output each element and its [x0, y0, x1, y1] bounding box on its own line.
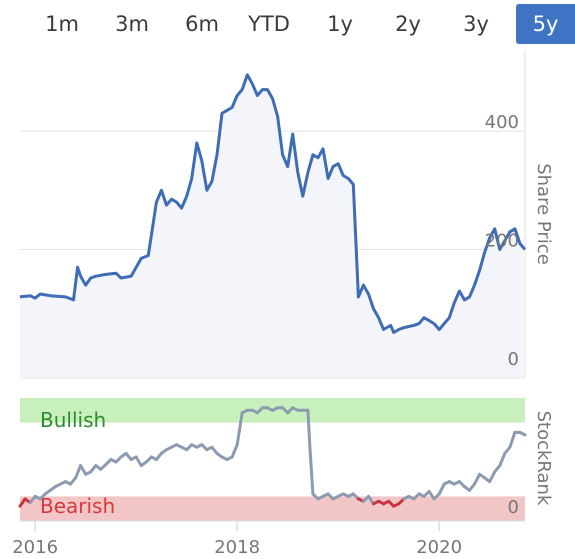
stockrank-segment [79, 464, 88, 476]
tab-6m[interactable]: 6m [185, 12, 219, 36]
price-area [20, 74, 525, 379]
price-y-tick-label: 0 [508, 349, 519, 370]
stockrank-segment [473, 472, 482, 486]
x-tick-label: 2016 [12, 537, 58, 558]
price-panel: 0 200 400 Share Price [19, 50, 554, 379]
stockrank-y-ticks: 0 [508, 497, 519, 518]
bearish-band [20, 496, 525, 521]
time-range-tabs: 1m 3m 6m YTD 1y 2y 3y 5y [0, 0, 575, 46]
tab-5y[interactable]: 5y [516, 4, 575, 44]
price-y-axis-label: Share Price [533, 163, 554, 265]
tab-1y[interactable]: 1y [327, 12, 353, 36]
stockrank-segment [488, 470, 497, 484]
stockrank-panel: Bullish Bearish 0 StockRank [18, 398, 554, 522]
x-axis-ticks: 2016 2018 2020 [12, 521, 462, 558]
stockrank-y-axis-label: StockRank [533, 411, 554, 506]
tab-2y[interactable]: 2y [395, 12, 421, 36]
x-tick-label: 2020 [416, 537, 462, 558]
stockrank-segment [74, 464, 83, 480]
stockrank-segment [306, 408, 312, 449]
stockrank-segment [134, 455, 143, 468]
tab-3m[interactable]: 3m [115, 12, 149, 36]
stockrank-segment [508, 430, 517, 449]
tab-3y[interactable]: 3y [463, 12, 489, 36]
stockrank-segment [230, 443, 239, 459]
bullish-label: Bullish [40, 408, 106, 432]
tab-1m[interactable]: 1m [45, 12, 79, 36]
stockrank-y-tick-label: 0 [508, 497, 519, 518]
stockrank-segment [235, 411, 244, 447]
tab-ytd[interactable]: YTD [248, 12, 290, 36]
price-y-tick-label: 200 [485, 231, 519, 252]
stockrank-segment [308, 445, 315, 496]
price-y-ticks: 0 200 400 [485, 112, 519, 370]
price-line [19, 73, 527, 334]
stockrank-segment [498, 451, 507, 468]
stockrank-segment [518, 430, 527, 437]
x-tick-label: 2018 [214, 537, 260, 558]
bearish-label: Bearish [40, 494, 115, 518]
stockrank-line [18, 406, 527, 508]
stockrank-segment [437, 482, 446, 496]
price-y-tick-label: 400 [485, 112, 519, 133]
